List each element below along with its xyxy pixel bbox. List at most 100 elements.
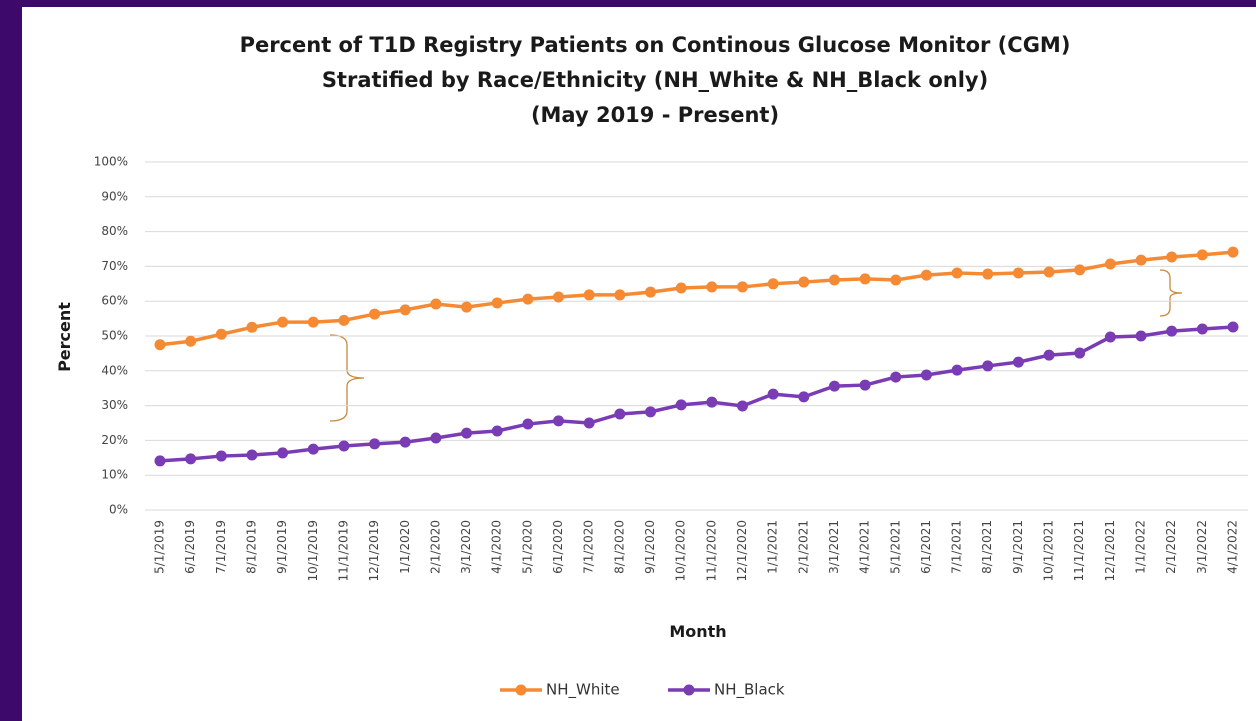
data-point — [307, 443, 319, 455]
x-tick-label: 2/1/2021 — [796, 520, 810, 574]
x-tick-label: 8/1/2020 — [612, 520, 626, 574]
data-point — [828, 380, 840, 392]
y-tick-label: 40% — [101, 363, 128, 377]
data-point — [798, 391, 810, 403]
data-point — [828, 274, 840, 286]
data-point — [767, 278, 779, 290]
data-point — [890, 371, 902, 383]
data-point — [430, 298, 442, 310]
data-point — [522, 418, 534, 430]
data-point — [1166, 325, 1178, 337]
data-point — [675, 399, 687, 411]
y-tick-label: 80% — [101, 224, 128, 238]
data-point — [215, 328, 227, 340]
x-tick-label: 12/1/2019 — [367, 520, 381, 582]
data-point — [430, 432, 442, 444]
data-point — [1227, 246, 1239, 258]
x-tick-label: 11/1/2020 — [704, 520, 718, 582]
x-tick-label: 8/1/2021 — [980, 520, 994, 574]
x-tick-label: 4/1/2020 — [490, 520, 504, 574]
x-tick-label: 10/1/2021 — [1042, 520, 1056, 582]
data-point — [553, 291, 565, 303]
data-point — [491, 425, 503, 437]
data-point — [277, 447, 289, 459]
data-point — [369, 308, 381, 320]
x-tick-label: 3/1/2021 — [827, 520, 841, 574]
x-axis-title: Month — [669, 622, 726, 641]
data-point — [1012, 267, 1024, 279]
x-tick-label: 7/1/2021 — [950, 520, 964, 574]
data-point — [461, 301, 473, 313]
data-point — [1104, 331, 1116, 343]
x-tick-label: 12/1/2021 — [1103, 520, 1117, 582]
chart-title: Stratified by Race/Ethnicity (NH_White &… — [322, 68, 988, 92]
x-tick-label: 6/1/2020 — [551, 520, 565, 574]
data-point — [1074, 347, 1086, 359]
x-tick-label: 1/1/2021 — [766, 520, 780, 574]
data-point — [982, 268, 994, 280]
x-tick-label: 3/1/2020 — [459, 520, 473, 574]
data-point — [583, 417, 595, 429]
data-point — [307, 316, 319, 328]
x-tick-label: 2/1/2020 — [428, 520, 442, 574]
data-point — [706, 281, 718, 293]
x-tick-label: 6/1/2019 — [183, 520, 197, 574]
y-axis-title: Percent — [55, 302, 74, 372]
x-tick-label: 11/1/2021 — [1072, 520, 1086, 582]
data-point — [369, 438, 381, 450]
x-tick-label: 1/1/2022 — [1134, 520, 1148, 574]
data-point — [982, 360, 994, 372]
chart-panel — [22, 7, 1256, 721]
y-tick-label: 100% — [94, 155, 128, 169]
x-tick-label: 5/1/2019 — [153, 520, 167, 574]
data-point — [246, 321, 258, 333]
data-point — [890, 274, 902, 286]
data-point — [1227, 321, 1239, 333]
chart-title: Percent of T1D Registry Patients on Cont… — [240, 33, 1071, 57]
data-point — [1043, 266, 1055, 278]
data-point — [798, 276, 810, 288]
data-point — [399, 436, 411, 448]
data-point — [706, 396, 718, 408]
data-point — [491, 297, 503, 309]
x-tick-label: 1/1/2020 — [398, 520, 412, 574]
y-tick-label: 20% — [101, 433, 128, 447]
x-tick-label: 2/1/2022 — [1164, 520, 1178, 574]
data-point — [614, 408, 626, 420]
legend-marker — [515, 684, 527, 696]
x-tick-label: 12/1/2020 — [735, 520, 749, 582]
data-point — [338, 440, 350, 452]
data-point — [215, 450, 227, 462]
y-tick-label: 0% — [109, 503, 128, 517]
data-point — [675, 282, 687, 294]
x-tick-label: 9/1/2019 — [275, 520, 289, 574]
y-tick-label: 90% — [101, 189, 128, 203]
legend-label: NH_Black — [714, 681, 785, 700]
x-tick-label: 7/1/2020 — [582, 520, 596, 574]
gap-brace — [1159, 269, 1183, 317]
x-tick-label: 9/1/2021 — [1011, 520, 1025, 574]
x-tick-label: 8/1/2019 — [244, 520, 258, 574]
data-point — [522, 293, 534, 305]
x-tick-label: 10/1/2020 — [674, 520, 688, 582]
data-point — [1196, 323, 1208, 335]
data-point — [246, 449, 258, 461]
data-point — [1135, 330, 1147, 342]
x-tick-label: 7/1/2019 — [214, 520, 228, 574]
data-point — [736, 400, 748, 412]
data-point — [645, 286, 657, 298]
y-tick-label: 30% — [101, 398, 128, 412]
x-tick-label: 5/1/2020 — [520, 520, 534, 574]
data-point — [920, 269, 932, 281]
data-point — [1074, 264, 1086, 276]
chart-title: (May 2019 - Present) — [531, 103, 779, 127]
data-point — [1135, 254, 1147, 266]
data-point — [185, 335, 197, 347]
x-tick-label: 5/1/2021 — [888, 520, 902, 574]
y-tick-label: 10% — [101, 468, 128, 482]
data-point — [583, 289, 595, 301]
data-point — [154, 455, 166, 467]
data-point — [553, 415, 565, 427]
